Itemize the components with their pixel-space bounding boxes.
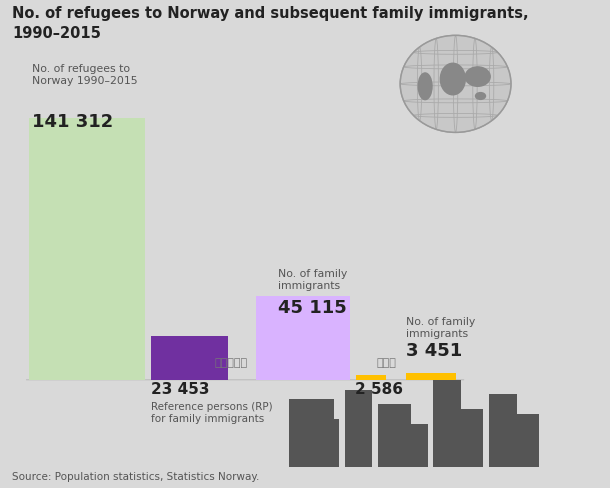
Text: 3 451: 3 451	[406, 342, 462, 360]
Bar	[29, 118, 145, 380]
Text: Reference persons (RP)
for family immigrants: Reference persons (RP) for family immigr…	[151, 402, 273, 424]
Bar	[345, 389, 373, 467]
Bar	[434, 380, 461, 467]
Ellipse shape	[418, 73, 432, 100]
Bar	[151, 336, 229, 380]
Bar	[289, 399, 334, 467]
Ellipse shape	[465, 67, 490, 86]
Bar	[378, 404, 411, 467]
Text: RP: RP	[355, 402, 368, 412]
Ellipse shape	[476, 93, 486, 100]
Bar	[356, 375, 386, 380]
Bar	[517, 414, 539, 467]
Ellipse shape	[440, 63, 465, 95]
Text: No. of refugees to Norway and subsequent family immigrants,
1990–2015: No. of refugees to Norway and subsequent…	[12, 6, 529, 41]
Text: No. of family
immigrants: No. of family immigrants	[278, 269, 348, 291]
Text: No. of refugees to
Norway 1990–2015: No. of refugees to Norway 1990–2015	[32, 64, 137, 86]
Bar	[461, 409, 483, 467]
Bar	[317, 419, 339, 467]
Bar	[406, 424, 428, 467]
Text: 2 586: 2 586	[355, 382, 403, 397]
Bar	[406, 373, 456, 380]
Bar	[256, 296, 350, 380]
Text: No. of family
immigrants: No. of family immigrants	[406, 317, 475, 340]
Text: 45 115: 45 115	[278, 299, 347, 317]
Bar	[489, 394, 517, 467]
Circle shape	[400, 35, 511, 132]
Text: 23 453: 23 453	[151, 382, 209, 397]
Text: 141 312: 141 312	[32, 113, 113, 131]
Text: ⪦⪦⪦⪦⪦: ⪦⪦⪦⪦⪦	[215, 358, 248, 368]
Text: Source: Population statistics, Statistics Norway.: Source: Population statistics, Statistic…	[12, 472, 260, 482]
Text: ⪦⪦⪦: ⪦⪦⪦	[376, 358, 396, 368]
